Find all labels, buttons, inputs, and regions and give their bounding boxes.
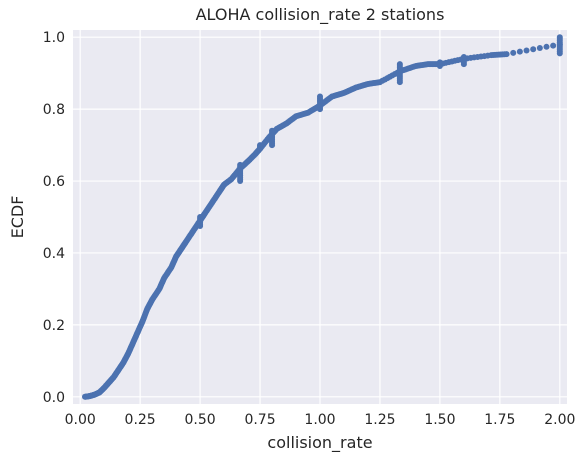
- data-point: [197, 214, 204, 220]
- data-point: [269, 127, 276, 134]
- y-axis-label: ECDF: [8, 196, 27, 239]
- x-tick-label: 2.00: [544, 412, 575, 428]
- data-point: [516, 48, 523, 55]
- data-point: [523, 47, 530, 54]
- data-point: [530, 46, 537, 53]
- x-tick-labels: 0.00 0.25 0.50 0.75 1.00 1.25 1.50 1.75 2.00: [65, 412, 576, 428]
- y-tick-label: 0.2: [43, 318, 65, 334]
- chart-title: ALOHA collision_rate 2 stations: [196, 5, 445, 25]
- data-point: [510, 49, 517, 56]
- y-tick-label: 0.4: [43, 246, 65, 262]
- data-point: [556, 34, 563, 41]
- x-axis-label: collision_rate: [267, 433, 372, 453]
- x-tick-label: 1.00: [304, 412, 335, 428]
- x-tick-label: 0.75: [244, 412, 275, 428]
- y-tick-label: 1.0: [43, 30, 65, 46]
- data-point: [536, 45, 543, 52]
- data-point: [436, 59, 443, 66]
- data-points: [81, 34, 563, 400]
- y-tick-label: 0.6: [43, 174, 65, 190]
- data-point: [460, 53, 467, 60]
- x-tick-label: 0.00: [65, 412, 96, 428]
- y-tick-labels: 0.0 0.2 0.4 0.6 0.8 1.0: [43, 30, 65, 406]
- y-tick-label: 0.8: [43, 102, 65, 118]
- data-point: [237, 161, 244, 168]
- x-tick-label: 1.75: [484, 412, 515, 428]
- x-tick-label: 0.25: [125, 412, 156, 428]
- data-point: [503, 51, 510, 58]
- data-point: [317, 93, 323, 100]
- x-tick-label: 1.25: [364, 412, 395, 428]
- x-tick-label: 1.50: [424, 412, 455, 428]
- data-point: [257, 142, 264, 149]
- data-point: [543, 43, 550, 50]
- x-tick-label: 0.50: [185, 412, 216, 428]
- data-point: [550, 42, 557, 49]
- y-tick-label: 0.0: [43, 390, 65, 406]
- data-point: [396, 61, 403, 68]
